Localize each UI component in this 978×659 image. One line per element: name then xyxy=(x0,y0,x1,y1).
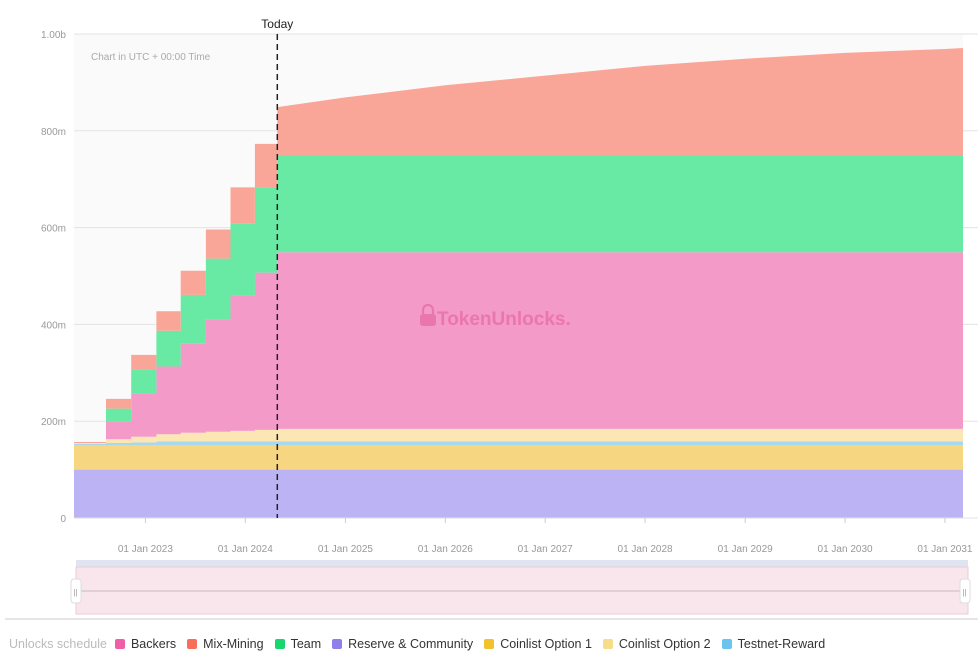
y-tick-label: 0 xyxy=(60,514,66,525)
legend-swatch xyxy=(332,639,343,649)
legend-title: Unlocks schedule xyxy=(9,637,107,651)
navigator-left-handle[interactable] xyxy=(70,578,82,604)
legend-item-mix-mining[interactable]: Mix-Mining xyxy=(187,637,264,651)
area-backers[interactable] xyxy=(74,252,963,443)
legend-label: Backers xyxy=(130,637,177,651)
legend-label: Coinlist Option 2 xyxy=(618,637,711,651)
timezone-note: Chart in UTC + 00:00 Time xyxy=(91,52,211,63)
legend-label: Coinlist Option 1 xyxy=(500,637,592,651)
legend-swatch xyxy=(274,639,285,649)
grip-icon: || xyxy=(963,588,967,597)
y-tick-label: 200m xyxy=(41,417,66,428)
area-testnet-reward[interactable] xyxy=(74,441,963,446)
legend-item-testnet-reward[interactable]: Testnet-Reward xyxy=(721,637,826,651)
x-tick-label: 01 Jan 2031 xyxy=(917,544,972,555)
navigator-right-handle[interactable] xyxy=(959,578,971,604)
watermark-lock-icon xyxy=(420,303,436,326)
x-tick-label: 01 Jan 2025 xyxy=(318,544,373,555)
x-tick-label: 01 Jan 2026 xyxy=(418,544,473,555)
y-tick-label: 400m xyxy=(41,320,66,331)
legend-swatch xyxy=(484,639,495,649)
area-mix-mining[interactable] xyxy=(74,48,963,443)
y-tick-label: 800m xyxy=(41,127,66,138)
x-tick-label: 01 Jan 2027 xyxy=(518,544,573,555)
area-team[interactable] xyxy=(74,155,963,444)
legend-swatch xyxy=(187,639,198,649)
area-reserve-community[interactable] xyxy=(74,469,963,518)
legend-label: Team xyxy=(290,637,322,651)
divider xyxy=(5,618,978,620)
legend-item-coinlist-option-2[interactable]: Coinlist Option 2 xyxy=(602,637,711,651)
x-tick-label: 01 Jan 2028 xyxy=(618,544,673,555)
legend-item-reserve-community[interactable]: Reserve & Community xyxy=(332,637,473,651)
legend-swatch xyxy=(114,639,125,649)
x-tick-label: 01 Jan 2030 xyxy=(818,544,873,555)
today-label: Today xyxy=(261,17,293,31)
legend-item-team[interactable]: Team xyxy=(274,637,322,651)
y-tick-label: 1.00b xyxy=(41,30,66,41)
legend-swatch xyxy=(721,639,732,649)
watermark: TokenUnlocks. xyxy=(437,309,571,330)
navigator-scrollbar[interactable] xyxy=(76,560,968,567)
legend: Unlocks schedule Backers Mix-Mining Team Re… xyxy=(9,637,836,651)
x-tick-label: 01 Jan 2024 xyxy=(218,544,273,555)
unlock-chart: 0 200m 400m 600m 800m 1.00b TokenUnlocks. Cha… xyxy=(41,17,978,615)
legend-item-backers[interactable]: Backers xyxy=(114,637,177,651)
legend-item-coinlist-option-1[interactable]: Coinlist Option 1 xyxy=(484,637,592,651)
legend-label: Testnet-Reward xyxy=(737,637,826,651)
grip-icon: || xyxy=(74,588,78,597)
y-tick-label: 600m xyxy=(41,224,66,235)
x-tick-label: 01 Jan 2029 xyxy=(718,544,773,555)
legend-label: Reserve & Community xyxy=(348,637,474,651)
area-coinlist-option-1[interactable] xyxy=(74,445,963,470)
x-tick-label: 01 Jan 2023 xyxy=(118,544,173,555)
legend-label: Mix-Mining xyxy=(203,637,264,651)
area-coinlist-option-2[interactable] xyxy=(74,428,963,444)
legend-swatch xyxy=(602,639,613,649)
